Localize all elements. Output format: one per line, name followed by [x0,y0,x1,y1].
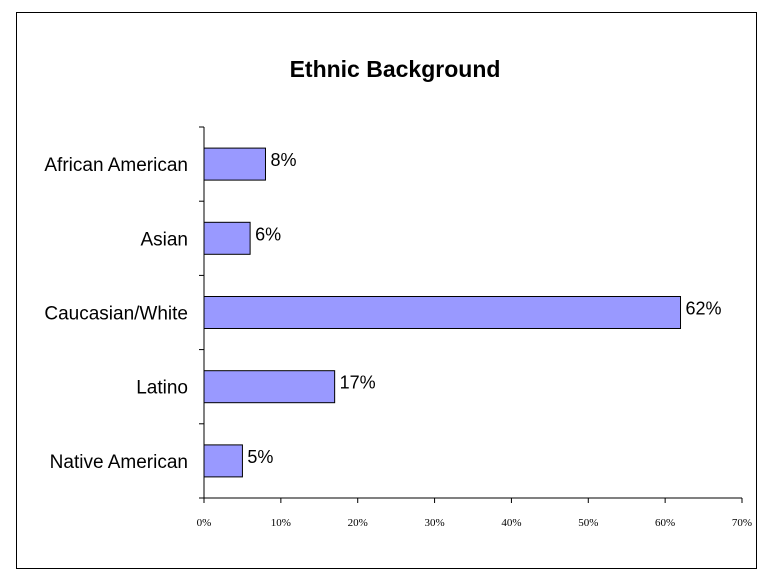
category-label: Asian [140,229,188,250]
bar [203,444,243,478]
x-tick-label: 30% [424,517,444,529]
bar [203,147,266,181]
chart-title: Ethnic Background [290,56,501,82]
bar [203,221,251,255]
x-tick-label: 20% [348,517,368,529]
data-label: 62% [686,299,722,319]
category-label: African American [44,155,188,176]
plot-area: 0% 10% 20% 30% 40% 50% 60% 70% African American 8… [44,126,752,529]
bar [203,296,682,329]
x-tick-label: 60% [655,517,675,529]
data-label: 17% [340,373,376,393]
bar [203,370,336,404]
x-tick-label: 50% [578,517,598,529]
x-tick-label: 70% [732,517,752,529]
chart-frame [16,12,757,569]
data-label: 8% [270,150,296,170]
x-tick-label: 40% [501,517,521,529]
x-tick-label: 0% [197,517,212,529]
x-tick-label: 10% [271,517,291,529]
category-label: Caucasian/White [44,304,188,325]
category-label: Native American [50,452,188,473]
data-label: 6% [255,224,281,244]
category-label: Latino [136,378,188,399]
data-label: 5% [247,447,273,467]
